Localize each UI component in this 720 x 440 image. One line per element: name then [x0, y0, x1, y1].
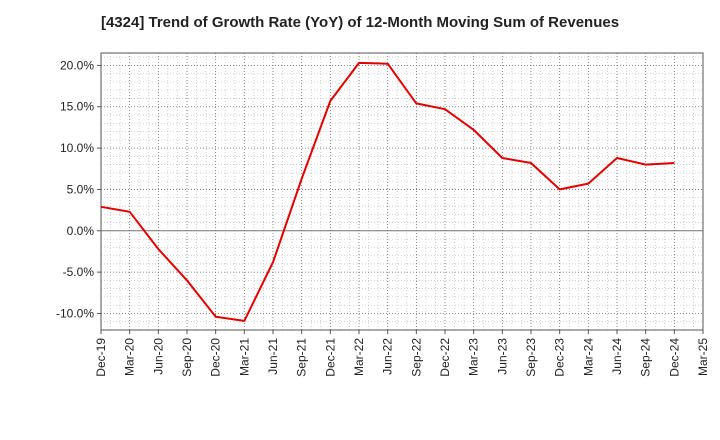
x-tick-label: Sep-23 — [524, 338, 538, 377]
y-tick-label: 5.0% — [67, 182, 95, 196]
x-tick-label: Dec-24 — [667, 338, 681, 377]
x-tick-label: Sep-24 — [639, 338, 653, 377]
x-tick-label: Jun-22 — [381, 338, 395, 375]
x-tick-label: Dec-19 — [94, 338, 108, 377]
y-tick-label: 0.0% — [67, 224, 95, 238]
x-tick-label: Mar-20 — [123, 338, 137, 376]
x-tick-label: Sep-21 — [295, 338, 309, 377]
grid-lines — [100, 53, 704, 331]
x-tick-label: Mar-22 — [352, 338, 366, 376]
x-tick-label: Dec-20 — [209, 338, 223, 377]
y-tick-label: 10.0% — [60, 141, 94, 155]
x-tick-label: Jun-20 — [151, 338, 165, 375]
plot-frame — [100, 52, 704, 331]
x-tick-label: Dec-22 — [438, 338, 452, 377]
x-axis-ticks: Dec-19 Mar-20 Jun-20 Sep-20 Dec-20 Mar-21 Jun-… — [94, 330, 710, 377]
x-tick-label: Dec-23 — [553, 338, 567, 377]
x-tick-label: Sep-22 — [409, 338, 423, 377]
x-tick-label: Jun-21 — [266, 338, 280, 375]
x-tick-label: Dec-21 — [323, 338, 337, 377]
x-tick-label: Mar-25 — [696, 338, 710, 376]
x-tick-label: Jun-23 — [495, 338, 509, 375]
x-tick-label: Mar-24 — [581, 338, 595, 376]
y-tick-label: -5.0% — [63, 265, 95, 279]
x-tick-label: Mar-23 — [467, 338, 481, 376]
chart-title: [4324] Trend of Growth Rate (YoY) of 12-… — [100, 14, 620, 31]
x-tick-label: Sep-20 — [180, 338, 194, 377]
x-tick-label: Mar-21 — [237, 338, 251, 376]
y-tick-label: 15.0% — [60, 100, 94, 114]
y-axis-ticks: 20.0% 15.0% 10.0% 5.0% 0.0% -5.0% -10.0% — [56, 58, 101, 320]
series-line — [100, 61, 675, 322]
y-tick-label: -10.0% — [56, 306, 94, 320]
x-tick-label: Jun-24 — [610, 338, 624, 375]
y-tick-label: 20.0% — [60, 58, 94, 72]
series-layer — [100, 61, 675, 322]
